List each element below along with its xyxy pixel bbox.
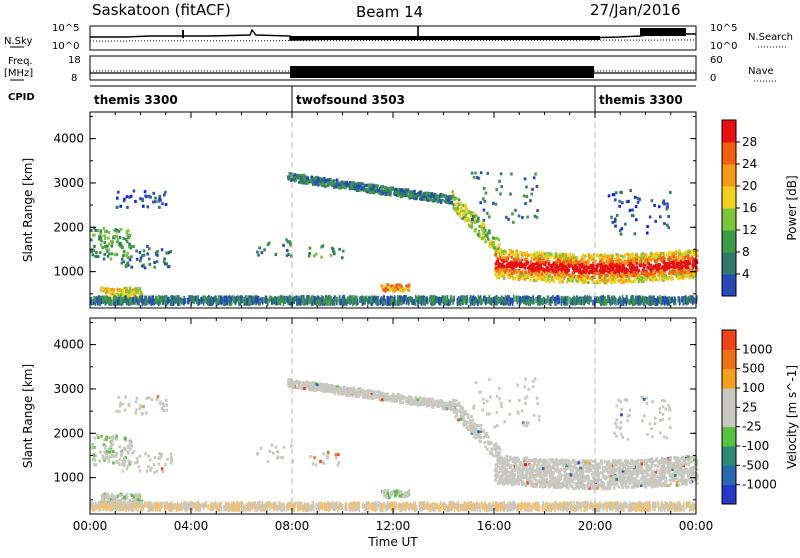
date-title: 27/Jan/2016 [590,1,681,19]
y-tick-label: 4000 [53,132,84,146]
nsearch-top-label: 10^5 [710,23,737,34]
y-axis-label: Slant Range [km] [21,364,35,468]
y-axis-label: Slant Range [km] [21,158,35,262]
y-tick-label: 2000 [53,426,84,440]
nsearch-bottom-label: 10^0 [710,41,737,52]
colorbar-swatch [722,465,736,485]
freq-top-label: 18 [68,55,81,66]
y-tick-label: 3000 [53,176,84,190]
colorbar-swatch [722,407,736,427]
colorbar-tick-label: -25 [742,420,762,434]
y-tick-label: 1000 [53,265,84,279]
colorbar-tick-label: 24 [742,157,757,171]
colorbar-tick-label: 28 [742,135,757,149]
velocity-colorbar: 1000 500 100 25 -25 -100 -500 -1000 Velocity [m … [722,330,799,505]
colorbar-swatch [722,330,736,350]
colorbar-swatch [722,164,736,187]
colorbar-swatch [722,142,736,165]
nave-label: Nave [748,66,774,77]
colorbar-tick-label: 500 [742,362,765,376]
colorbar-swatch [722,349,736,369]
nsky-nsearch-strip [90,26,696,50]
cpid-segment-label: twofsound 3503 [296,93,405,107]
colorbar-swatch [722,208,736,231]
colorbar-tick-label: 20 [742,179,757,193]
colorbar-tick-label: 12 [742,223,757,237]
colorbar-swatch [722,388,736,408]
freq-unit-label: [MHz] [4,68,33,79]
x-tick-label: 00:00 [73,519,108,533]
y-tick-label: 2000 [53,220,84,234]
colorbar-tick-label: 4 [742,267,750,281]
colorbar-swatch [722,446,736,466]
colorbar-tick-label: 1000 [742,342,773,356]
power-colorbar: 4 8 12 16 20 24 28 Power [dB] [722,120,799,297]
colorbar-tick-label: -500 [742,458,769,472]
colorbar-tick-label: -100 [742,439,769,453]
nsky-label: N.Sky [4,36,32,47]
x-tick-label: 12:00 [376,519,411,533]
nave-top-label: 60 [710,55,723,66]
colorbar-tick-label: 25 [742,400,757,414]
colorbar-swatch [722,252,736,275]
velocity-panel: 1000 2000 3000 4000 00:00 04:00 08:00 12:00 16:0… [21,318,713,549]
colorbar-swatch [722,230,736,253]
cpid-label: CPID [8,92,35,103]
cpid-segment-label: themis 3300 [599,93,683,107]
nsky-top-label: 10^5 [52,23,79,34]
colorbar-label: Power [dB] [785,175,799,240]
colorbar-tick-label: 16 [742,201,757,215]
colorbar-swatch [722,120,736,143]
x-axis-label: Time UT [367,535,418,549]
nsearch-label: N.Search [748,32,793,43]
y-tick-label: 1000 [53,471,84,485]
power-panel: 1000 2000 3000 4000 Slant Range [km] [21,112,699,308]
colorbar-swatch [722,369,736,389]
colorbar-swatch [722,186,736,209]
x-tick-label: 20:00 [578,519,613,533]
colorbar-tick-label: 100 [742,381,765,395]
freq-label: Freq. [8,56,33,67]
colorbar-tick-label: 8 [742,245,750,259]
colorbar-label: Velocity [m s^-1] [785,365,799,469]
station-title: Saskatoon (fitACF) [92,1,231,19]
y-tick-label: 4000 [53,338,84,352]
cpid-bar: themis 3300 twofsound 3503 themis 3300 [90,86,696,112]
cpid-segment-label: themis 3300 [94,93,178,107]
colorbar-swatch [722,274,736,297]
colorbar-swatch [722,427,736,447]
x-tick-label: 00:00 [679,519,714,533]
nsky-bottom-label: 10^0 [52,41,79,52]
x-tick-label: 08:00 [275,519,310,533]
y-tick-label: 3000 [53,382,84,396]
colorbar-swatch [722,485,736,505]
colorbar-tick-label: -1000 [742,478,777,492]
freq-nave-strip [90,56,696,80]
freq-bottom-label: 8 [71,73,77,84]
x-tick-label: 04:00 [174,519,209,533]
nave-bottom-label: 0 [710,73,716,84]
beam-title: Beam 14 [356,3,423,21]
x-tick-label: 16:00 [477,519,512,533]
